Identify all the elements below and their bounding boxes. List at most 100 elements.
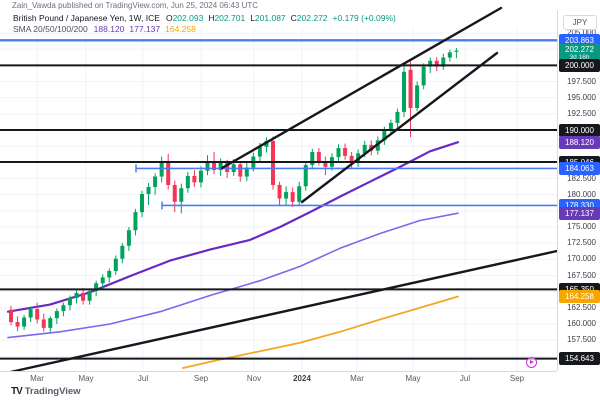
- price-tick: 175.000: [567, 222, 596, 231]
- high-label: H: [208, 13, 215, 23]
- candle: [290, 192, 295, 202]
- low-value: 201.087: [254, 13, 286, 23]
- candle: [54, 311, 59, 319]
- candle: [441, 57, 446, 67]
- candle: [146, 186, 151, 195]
- candle: [428, 60, 433, 67]
- price-tick: 170.000: [567, 254, 596, 264]
- price-tick: 172.500: [567, 238, 596, 248]
- candle: [159, 162, 164, 177]
- published-caption: Zain_Vawda published on TradingView.com,…: [12, 1, 259, 10]
- candle: [205, 162, 210, 171]
- sma-curves: [6, 141, 460, 369]
- candle: [179, 188, 184, 202]
- symbol-title[interactable]: British Pound / Japanese Yen, 1W, ICE: [13, 13, 160, 23]
- sma-orange[interactable]: [182, 295, 459, 369]
- candle: [28, 309, 33, 318]
- candle: [48, 318, 53, 328]
- candle: [172, 184, 177, 202]
- candle: [310, 151, 315, 165]
- price-tick: 192.500: [567, 108, 596, 118]
- candle: [81, 292, 86, 301]
- candle: [212, 162, 217, 171]
- symbol-row: British Pound / Japanese Yen, 1W, ICE O20…: [13, 13, 396, 24]
- grid-lines: [0, 28, 557, 371]
- candle: [87, 291, 92, 301]
- price-axis[interactable]: JPY 205.000197.500195.000192.500187.5001…: [557, 10, 600, 371]
- price-tick: 180.000: [567, 189, 596, 199]
- candle: [421, 66, 426, 86]
- candle: [61, 305, 66, 312]
- time-axis[interactable]: Mar May Jul Sep Nov 2024 Mar May Jul Sep: [0, 371, 557, 387]
- trendlines: [4, 6, 559, 375]
- candle: [447, 52, 452, 58]
- indicator-row: SMA 20/50/100/200 188.120 177.137 164.258: [13, 24, 396, 35]
- candle: [264, 140, 269, 147]
- candle: [9, 309, 13, 323]
- candle: [113, 258, 118, 271]
- candle: [107, 270, 112, 278]
- price-badge: 154.643: [559, 352, 600, 366]
- channel-lower[interactable]: [300, 51, 499, 204]
- low-label: L: [250, 13, 255, 23]
- play-triangle: [530, 360, 534, 364]
- candle: [41, 319, 46, 328]
- open-label: O: [165, 13, 173, 23]
- candle: [15, 322, 20, 327]
- price-tick: 195.000: [567, 92, 596, 102]
- candle: [140, 194, 144, 213]
- high-value: 202.701: [214, 13, 246, 23]
- candle: [198, 170, 203, 183]
- candle: [257, 146, 262, 157]
- price-tick: 197.500: [567, 76, 596, 86]
- candle: [395, 111, 400, 123]
- candle: [100, 277, 105, 284]
- candle: [454, 50, 459, 52]
- price-badge: 184.063: [559, 161, 600, 175]
- candle: [35, 309, 40, 320]
- candle: [408, 69, 413, 109]
- sma50-value: 177.137: [129, 24, 161, 34]
- price-badge: 188.120: [559, 135, 600, 149]
- price-tick: 162.500: [567, 302, 596, 312]
- time-label: Jul: [459, 374, 471, 383]
- candle: [126, 230, 131, 246]
- open-value: 202.093: [172, 13, 204, 23]
- time-label: Sep: [193, 374, 209, 383]
- candle: [284, 192, 289, 199]
- long-term-support[interactable]: [4, 249, 559, 375]
- price-badge: 177.137: [559, 206, 600, 220]
- horizontal-level-lines: [0, 39, 557, 360]
- candle: [415, 85, 420, 109]
- candle: [133, 212, 138, 231]
- change-value: +0.179 (+0.09%): [332, 13, 396, 23]
- candle: [153, 176, 158, 187]
- close-label: C: [290, 13, 297, 23]
- price-badge: 200.000: [559, 58, 600, 72]
- time-label: Mar: [30, 374, 44, 383]
- candle: [388, 122, 393, 131]
- candle: [22, 317, 27, 327]
- sma20-value: 188.120: [93, 24, 125, 34]
- tradingview-icon: TV: [11, 386, 23, 397]
- candle: [402, 71, 406, 112]
- price-badge: 190.000: [559, 123, 600, 137]
- channel-upper[interactable]: [220, 6, 503, 170]
- time-label: May: [405, 374, 421, 383]
- time-label: Jul: [137, 374, 149, 383]
- replay-play-icon[interactable]: [526, 357, 537, 368]
- candle: [238, 164, 243, 177]
- sma-lavender[interactable]: [7, 212, 459, 339]
- time-label: May: [78, 374, 94, 383]
- price-tick: 182.500: [567, 173, 596, 183]
- candle: [218, 162, 223, 171]
- tradingview-logo[interactable]: TV TradingView: [11, 386, 81, 397]
- price-badge: 164.258: [559, 289, 600, 303]
- sma-indicator-title[interactable]: SMA 20/50/100/200: [13, 24, 88, 34]
- candle: [120, 245, 125, 259]
- price-tick: 167.500: [567, 270, 596, 280]
- price-badge: 203.863: [559, 33, 600, 47]
- currency-label[interactable]: JPY: [563, 15, 597, 30]
